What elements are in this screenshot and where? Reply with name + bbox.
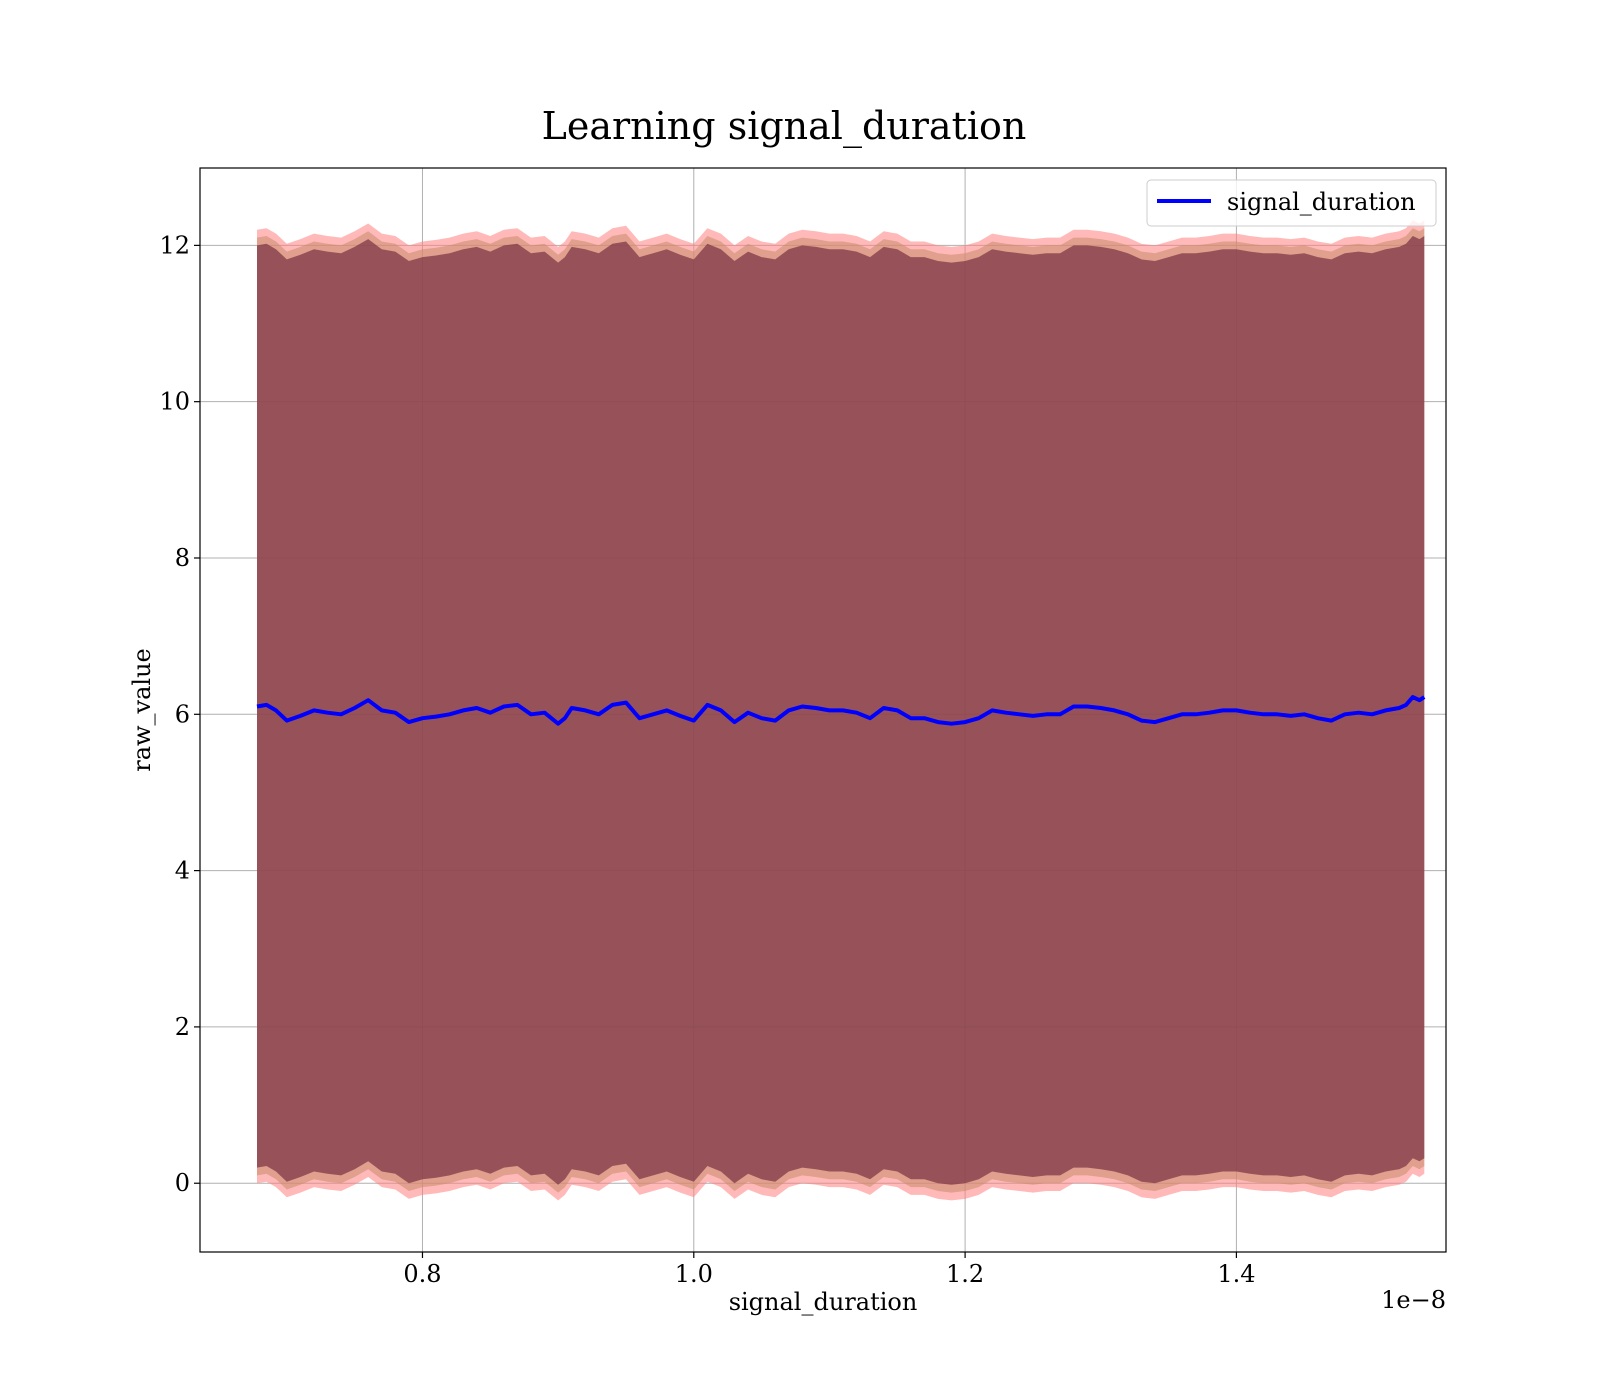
x-tick-label: 0.8	[403, 1260, 441, 1288]
y-axis-label: raw_value	[128, 648, 156, 772]
y-tick-label: 0	[175, 1169, 190, 1197]
y-tick-label: 10	[159, 388, 190, 416]
series-line-signal-duration	[256, 695, 1426, 726]
legend: signal_duration	[1146, 179, 1437, 227]
legend-label: signal_duration	[1227, 188, 1416, 216]
plot-frame	[199, 167, 1447, 1253]
chart-title: Learning signal_duration	[542, 104, 1027, 149]
y-tick-label: 6	[175, 700, 190, 728]
x-tick-label: 1.2	[946, 1260, 984, 1288]
legend-box	[1146, 179, 1437, 227]
x-axis-offset-label: 1e−8	[1381, 1286, 1446, 1314]
series-lines	[256, 695, 1426, 726]
x-axis-ticks: 0.8 1.0 1.2 1.4	[403, 1252, 1255, 1288]
x-axis-label: signal_duration	[729, 1288, 918, 1316]
y-tick-label: 4	[175, 857, 190, 885]
y-tick-label: 8	[175, 544, 190, 572]
y-axis-ticks: 0 2 4 6 8 10 12	[159, 231, 200, 1197]
x-tick-label: 1.4	[1217, 1260, 1255, 1288]
y-tick-label: 12	[159, 231, 190, 259]
y-tick-label: 2	[175, 1013, 190, 1041]
x-tick-label: 1.0	[675, 1260, 713, 1288]
